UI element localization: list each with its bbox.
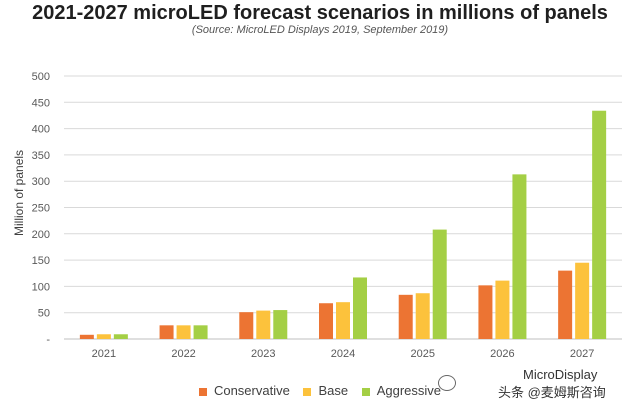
watermark: MicroDisplay 头条 @麦姆斯咨询 — [438, 367, 638, 405]
legend-swatch-aggressive — [361, 387, 370, 396]
bar-aggressive — [512, 174, 527, 339]
bar-aggressive — [432, 229, 447, 339]
wechat-logo-icon — [438, 375, 456, 391]
x-tick-label: 2025 — [410, 348, 434, 360]
x-tick-label: 2026 — [490, 348, 514, 360]
bar-base — [256, 310, 271, 339]
bar-base — [96, 334, 111, 339]
legend-swatch-conservative — [198, 387, 207, 396]
bar-base — [336, 302, 350, 339]
y-tick-label: 150 — [32, 255, 50, 267]
bar-base — [495, 280, 510, 339]
bar-base — [176, 325, 191, 339]
bar-conservative — [239, 312, 254, 339]
bar-aggressive — [353, 277, 367, 339]
x-tick-label: 2027 — [570, 348, 594, 360]
bar-aggressive — [113, 334, 128, 339]
y-tick-label: 50 — [38, 308, 50, 320]
legend-item-conservative: Conservative — [198, 383, 290, 398]
bar-conservative — [159, 325, 174, 339]
bar-aggressive — [592, 110, 607, 339]
chart-title: 2021-2027 microLED forecast scenarios in… — [32, 2, 608, 24]
y-tick-label: 300 — [32, 176, 50, 188]
y-tick-label: 100 — [32, 281, 50, 293]
bar-conservative — [79, 334, 94, 339]
legend-label-base: Base — [318, 383, 349, 398]
x-tick-label: 2022 — [171, 348, 195, 360]
x-tick-label: 2023 — [251, 348, 275, 360]
y-tick-label: 200 — [32, 229, 50, 241]
bar-aggressive — [193, 325, 208, 339]
bar-chart: - 50 100 150 200 250 300 350 400 450 500 2021 2022 20… — [32, 71, 622, 360]
bar-conservative — [478, 285, 493, 339]
y-tick-label: 500 — [32, 71, 50, 83]
y-tick-label: 250 — [32, 203, 50, 215]
bar-aggressive — [273, 310, 288, 339]
chart-subtitle: (Source: MicroLED Displays 2019, Septemb… — [191, 24, 449, 36]
y-tick-label: 400 — [32, 124, 50, 136]
bar-base — [415, 293, 430, 339]
legend-item-base: Base — [303, 383, 348, 398]
legend-label-aggressive: Aggressive — [376, 383, 442, 398]
legend-label-conservative: Conservative — [213, 383, 290, 398]
y-tick-label: - — [46, 334, 50, 346]
legend-item-aggressive: Aggressive — [361, 383, 442, 398]
bar-conservative — [319, 303, 333, 339]
y-tick-label: 350 — [32, 150, 50, 162]
x-tick-label: 2024 — [331, 348, 355, 360]
bar-base — [575, 262, 590, 339]
y-tick-label: 450 — [32, 97, 50, 109]
watermark-line1: MicroDisplay — [523, 367, 598, 382]
x-tick-label: 2021 — [92, 348, 116, 360]
legend-swatch-base — [303, 387, 312, 396]
watermark-line2: 头条 @麦姆斯咨询 — [498, 385, 606, 400]
bar-conservative — [558, 270, 573, 339]
bar-conservative — [398, 294, 413, 339]
legend: Conservative Base Aggressive — [0, 383, 640, 398]
